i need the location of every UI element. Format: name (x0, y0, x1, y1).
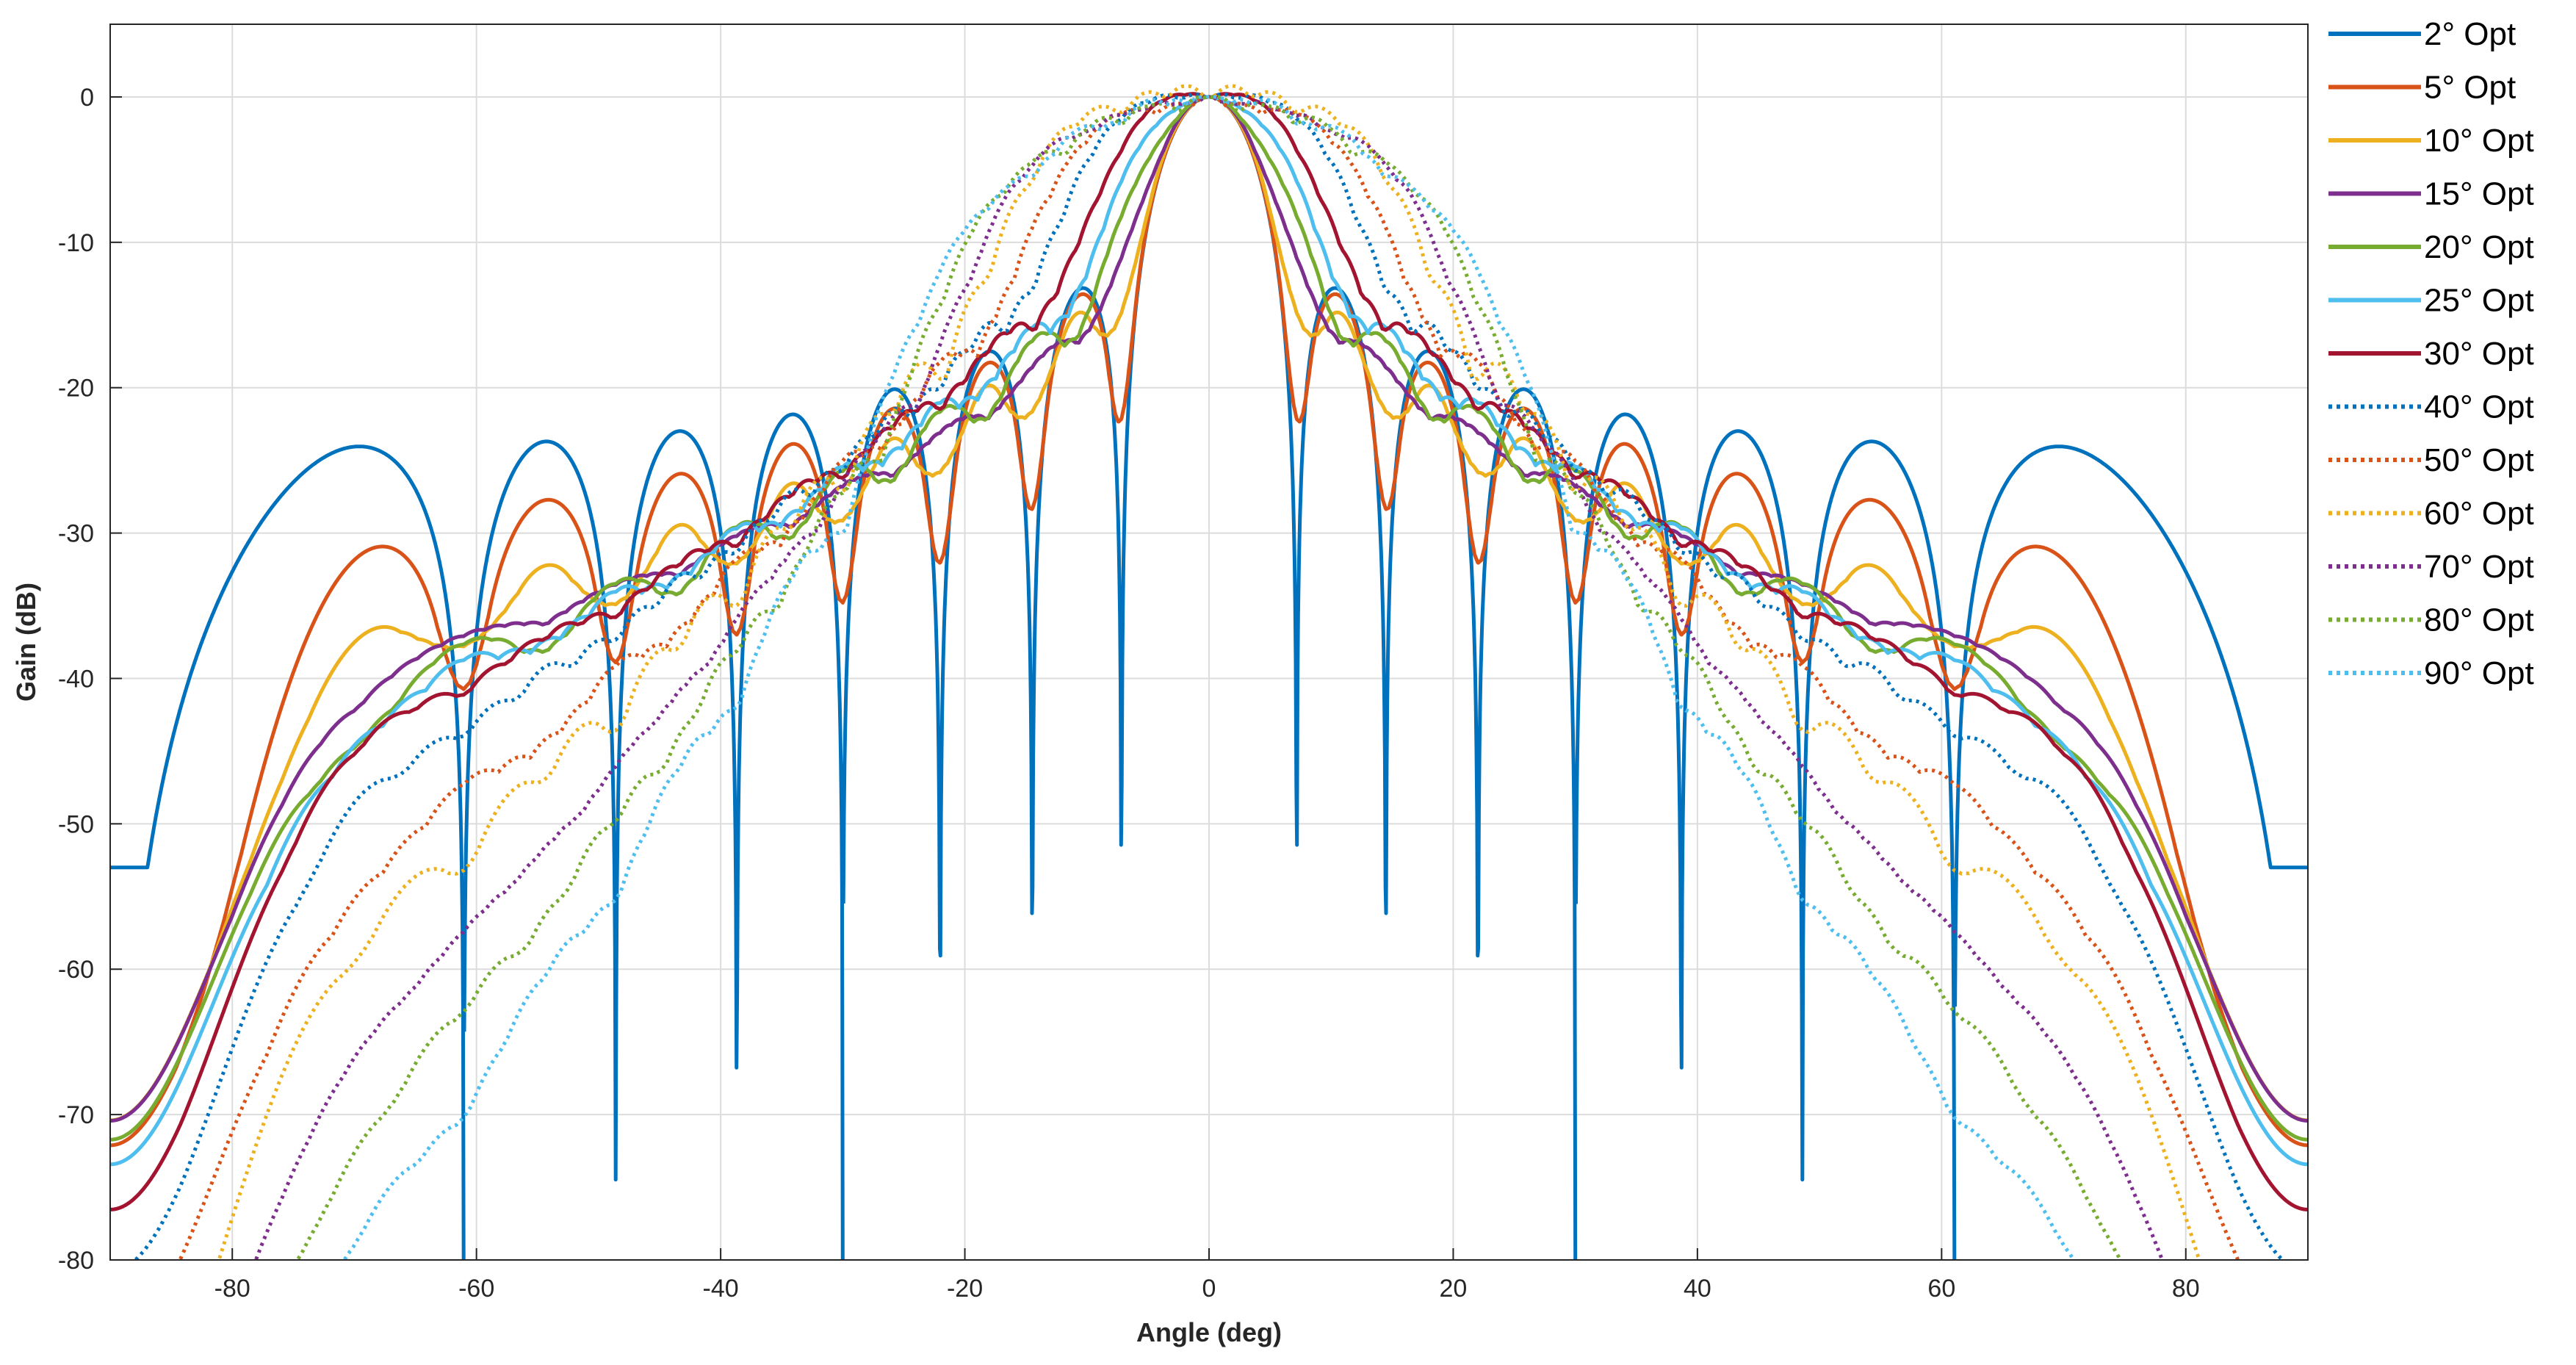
legend-entry: 30° Opt (2424, 336, 2534, 372)
series-line (343, 95, 2076, 1261)
x-axis-ticks: -80 -60 -40 -20 0 20 40 60 80 (214, 1248, 2200, 1303)
x-tick-label: -60 (458, 1275, 494, 1303)
legend-entry: 15° Opt (2424, 176, 2534, 212)
legend-entry: 60° Opt (2424, 496, 2534, 532)
y-tick-label: -80 (58, 1247, 94, 1275)
legend-entry: 10° Opt (2424, 123, 2534, 159)
y-tick-label: -50 (58, 810, 94, 838)
y-axis-label: Gain (dB) (11, 583, 41, 702)
legend-entry: 50° Opt (2424, 442, 2534, 478)
series-line (134, 92, 2284, 1262)
x-axis-label: Angle (deg) (1136, 1317, 1282, 1347)
legend-entry: 40° Opt (2424, 389, 2534, 425)
legend-entry: 80° Opt (2424, 602, 2534, 638)
series-line (296, 95, 2123, 1261)
x-tick-label: 40 (1684, 1275, 1711, 1303)
legend-entry: 2° Opt (2424, 16, 2516, 52)
x-tick-label: 60 (1927, 1275, 1955, 1303)
y-axis-ticks: 0 -10 -20 -30 -40 -50 -60 -70 -80 (58, 84, 122, 1275)
x-tick-label: 80 (2172, 1275, 2200, 1303)
y-tick-label: -60 (58, 956, 94, 984)
series-line (178, 95, 2240, 1261)
y-tick-label: -10 (58, 229, 94, 257)
legend-entry: 70° Opt (2424, 549, 2534, 585)
x-tick-label: -20 (947, 1275, 983, 1303)
legend-entry: 5° Opt (2424, 70, 2516, 106)
x-tick-label: 0 (1202, 1275, 1216, 1303)
plot-lines (109, 84, 2309, 1262)
x-tick-label: -40 (703, 1275, 739, 1303)
series-line (254, 95, 2164, 1261)
x-tick-label: -80 (214, 1275, 250, 1303)
legend-entry: 25° Opt (2424, 283, 2534, 319)
y-tick-label: -40 (58, 665, 94, 693)
legend-entry: 20° Opt (2424, 229, 2534, 265)
y-tick-label: -20 (58, 375, 94, 403)
y-tick-label: -30 (58, 520, 94, 548)
y-tick-label: 0 (80, 84, 94, 112)
legend-entry: 90° Opt (2424, 655, 2534, 691)
x-tick-label: 20 (1440, 1275, 1468, 1303)
legend: 2° Opt 5° Opt 10° Opt 15° Opt 20° Opt 25° Opt… (2328, 16, 2534, 691)
grid (110, 24, 2308, 1261)
y-tick-label: -70 (58, 1101, 94, 1129)
